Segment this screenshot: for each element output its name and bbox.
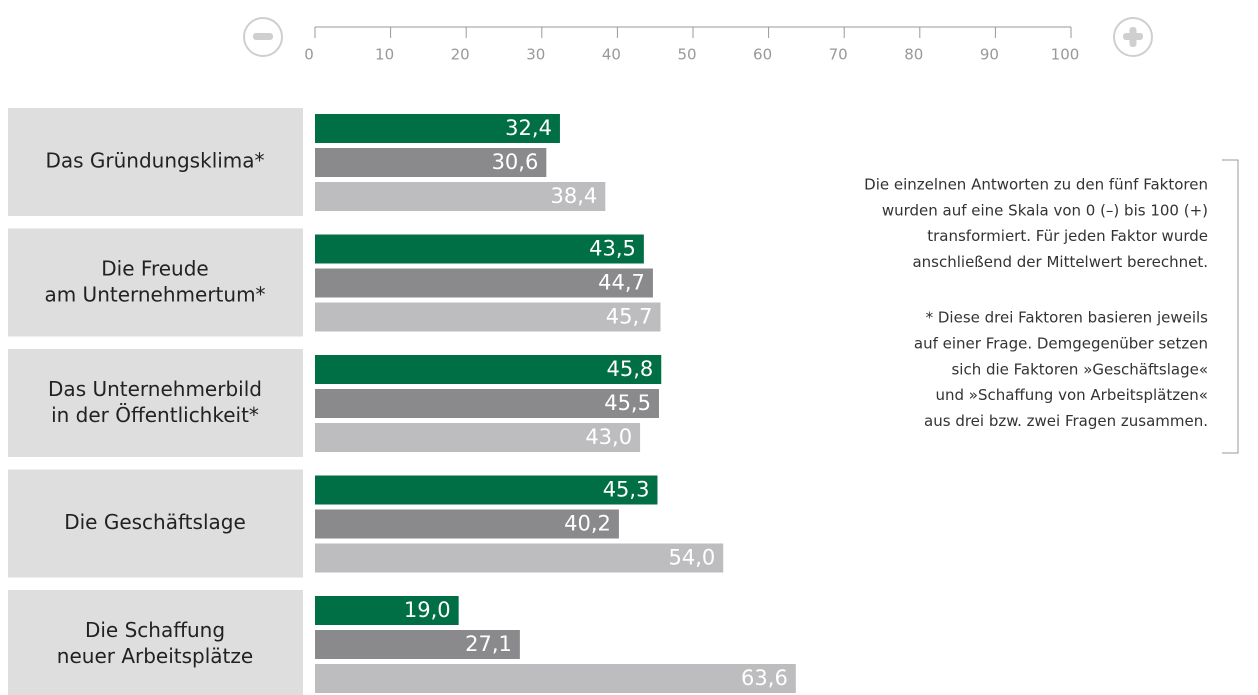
value-label: 45,3 bbox=[603, 478, 650, 502]
x-tick-label: 20 bbox=[451, 46, 470, 64]
category-label: Das Unternehmerbild in der Öffentlichkeit… bbox=[48, 377, 262, 427]
bar bbox=[315, 302, 661, 332]
bar bbox=[315, 596, 459, 625]
bar bbox=[315, 664, 796, 693]
x-tick-label: 90 bbox=[980, 46, 999, 64]
value-label: 27,1 bbox=[465, 632, 512, 656]
x-tick-label: 80 bbox=[904, 46, 923, 64]
value-label: 45,5 bbox=[604, 391, 651, 415]
value-label: 32,4 bbox=[505, 116, 552, 140]
bar bbox=[315, 182, 606, 211]
category-box bbox=[8, 349, 303, 457]
note-text: aus drei bzw. zwei Fragen zusammen. bbox=[924, 412, 1208, 430]
note-text: und »Schaffung von Arbeitsplätzen« bbox=[935, 386, 1208, 404]
category-label: Die Schaffung neuer Arbeitsplätze bbox=[57, 618, 253, 668]
category-label: Das Gründungsklima* bbox=[45, 149, 264, 173]
note-text: sich die Faktoren »Geschäftslage« bbox=[951, 360, 1208, 378]
bar bbox=[315, 475, 658, 505]
x-tick-label: 40 bbox=[602, 46, 621, 64]
category-box bbox=[8, 469, 303, 578]
category-label: Die Geschäftslage bbox=[64, 510, 246, 534]
value-label: 40,2 bbox=[564, 512, 611, 536]
minus-icon bbox=[243, 17, 283, 57]
value-label: 30,6 bbox=[492, 150, 539, 174]
x-tick-label: 70 bbox=[829, 46, 848, 64]
plus-icon bbox=[1113, 17, 1153, 57]
note-text: * Diese drei Faktoren basieren jeweils bbox=[926, 309, 1209, 327]
note-text: transformiert. Für jeden Faktor wurde bbox=[927, 227, 1208, 245]
bar bbox=[315, 234, 644, 264]
category-box bbox=[8, 228, 303, 337]
x-tick-label: 0 bbox=[304, 46, 314, 64]
note-text: wurden auf eine Skala von 0 (–) bis 100 … bbox=[882, 201, 1208, 219]
value-label: 19,0 bbox=[404, 598, 451, 622]
bar bbox=[315, 423, 641, 452]
bar bbox=[315, 114, 560, 143]
note-text: auf einer Frage. Demgegenüber setzen bbox=[914, 335, 1208, 353]
x-tick-label: 30 bbox=[526, 46, 545, 64]
value-label: 45,7 bbox=[606, 305, 653, 329]
value-label: 43,5 bbox=[589, 237, 636, 261]
x-tick-label: 10 bbox=[375, 46, 394, 64]
bar bbox=[315, 355, 662, 384]
bar bbox=[315, 268, 653, 298]
value-label: 63,6 bbox=[741, 666, 788, 690]
bar bbox=[315, 389, 659, 418]
note-bracket bbox=[1222, 159, 1239, 454]
note-text: anschließend der Mittelwert berechnet. bbox=[912, 253, 1208, 271]
category-box bbox=[8, 108, 303, 216]
value-label: 54,0 bbox=[668, 546, 715, 570]
note-text: Die einzelnen Antworten zu den fünf Fakt… bbox=[864, 176, 1208, 194]
value-label: 44,7 bbox=[598, 271, 645, 295]
category-box bbox=[8, 590, 303, 695]
bar bbox=[315, 543, 724, 573]
x-tick-label: 100 bbox=[1051, 46, 1080, 64]
x-tick-label: 50 bbox=[677, 46, 696, 64]
value-label: 45,8 bbox=[606, 357, 653, 381]
category-label: Die Freude am Unternehmertum* bbox=[44, 256, 265, 306]
bar bbox=[315, 148, 547, 177]
value-label: 43,0 bbox=[585, 425, 632, 449]
value-label: 38,4 bbox=[551, 184, 598, 208]
x-tick-label: 60 bbox=[753, 46, 772, 64]
bar bbox=[315, 630, 520, 659]
bar bbox=[315, 509, 619, 539]
